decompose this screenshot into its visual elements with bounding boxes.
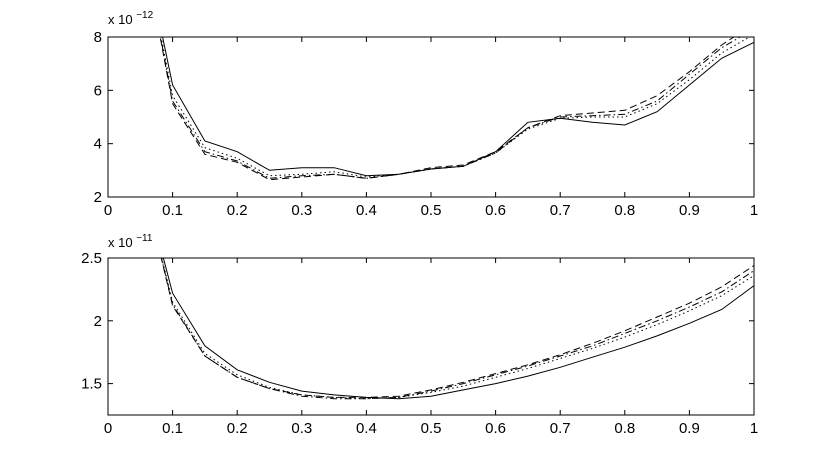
lower-x-tick-label: 0.6 xyxy=(485,420,506,437)
upper-x-tick-label: 0.8 xyxy=(614,202,635,219)
upper-plot-frame xyxy=(107,36,755,198)
upper-x-tick-label: 0.1 xyxy=(162,202,183,219)
upper-x-tick-label: 0.6 xyxy=(485,202,506,219)
upper-y-exponent: x 10 −12 xyxy=(108,10,154,27)
upper-series-dashed-line xyxy=(159,37,735,181)
lower-x-tick-label: 0.8 xyxy=(614,420,635,437)
lower-x-tick-label: 1 xyxy=(750,420,758,437)
upper-y-exponent-base: x 10 xyxy=(108,12,133,27)
upper-y-tick-label: 6 xyxy=(94,82,102,99)
lower-y-tick-label: 1.5 xyxy=(81,376,102,393)
upper-x-tick-label: 0.3 xyxy=(291,202,312,219)
upper-y-tick-label: 8 xyxy=(94,29,102,46)
upper-x-tick-label: 0 xyxy=(104,202,112,219)
lower-x-tick-label: 0.1 xyxy=(162,420,183,437)
upper-x-tick-label: 0.4 xyxy=(356,202,377,219)
upper-x-tick-label: 0.5 xyxy=(421,202,442,219)
upper-y-tick-label: 4 xyxy=(94,136,102,153)
lower-x-tick-label: 0.9 xyxy=(679,420,700,437)
lower-series-solid-line xyxy=(162,258,754,400)
lower-x-tick-label: 0.4 xyxy=(356,420,377,437)
lower-x-tick-label: 0.3 xyxy=(291,420,312,437)
lower-y-tick-label: 2 xyxy=(94,313,102,330)
upper-x-tick-label: 0.9 xyxy=(679,202,700,219)
lower-y-exponent: x 10 −11 xyxy=(108,233,153,250)
lower-x-tick-label: 0.2 xyxy=(227,420,248,437)
lower-x-tick-label: 0.7 xyxy=(550,420,571,437)
lower-plot: 0 0.1 0.2 0.3 0.4 0.5 0.6 0.7 0.8 0.9 1 1.5 2 2.5 x 1… xyxy=(81,233,758,437)
upper-series-dotted-line xyxy=(160,37,751,178)
lower-y-tick-label: 2.5 xyxy=(81,250,102,267)
upper-series-dashdot-line xyxy=(159,37,742,179)
upper-x-tick-label: 0.2 xyxy=(227,202,248,219)
upper-x-tick-label: 1 xyxy=(750,202,758,219)
upper-y-exponent-power: −12 xyxy=(136,10,153,21)
upper-x-tick-label: 0.7 xyxy=(550,202,571,219)
lower-x-tick-label: 0.5 xyxy=(421,420,442,437)
lower-plot-frame xyxy=(107,257,755,416)
lower-y-exponent-base: x 10 xyxy=(108,235,133,250)
lower-series-dashdot-line xyxy=(160,258,754,400)
upper-y-tick-label: 2 xyxy=(94,189,102,206)
upper-plot: 0 0.1 0.2 0.3 0.4 0.5 0.6 0.7 0.8 0.9 1 2 4 6 8 x 10 −… xyxy=(94,10,759,219)
lower-y-exponent-power: −11 xyxy=(136,233,153,244)
lower-x-tick-label: 0 xyxy=(104,420,112,437)
